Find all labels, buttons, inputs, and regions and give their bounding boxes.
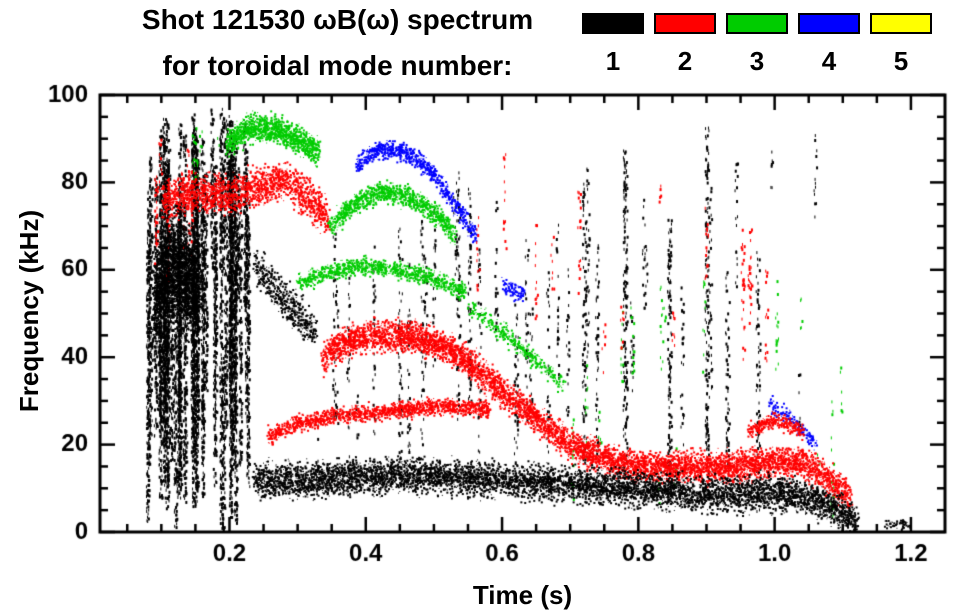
legend-label: 5	[893, 46, 909, 76]
legend-label: 4	[821, 46, 837, 76]
legend-label: 1	[605, 46, 621, 76]
chart-title: Shot 121530 ωB(ω) spectrum	[141, 4, 534, 35]
legend-swatch-5	[870, 13, 932, 34]
legend-swatch-2	[654, 13, 716, 34]
spectrogram-canvas	[0, 84, 963, 615]
chart-subtitle: for toroidal mode number:	[162, 50, 513, 81]
legend-item-4: 4	[798, 13, 860, 74]
legend-item-1: 1	[582, 13, 644, 74]
x-axis-label: Time (s)	[472, 580, 573, 610]
legend-item-3: 3	[726, 13, 788, 74]
y-axis-label: Frequency (kHz)	[14, 209, 44, 413]
legend-item-5: 5	[870, 13, 932, 74]
legend-swatch-4	[798, 13, 860, 34]
legend-label: 3	[749, 46, 765, 76]
legend-swatch-1	[582, 13, 644, 34]
legend-item-2: 2	[654, 13, 716, 74]
legend-swatch-3	[726, 13, 788, 34]
legend: 1 2 3 4 5	[582, 13, 932, 74]
legend-label: 2	[677, 46, 693, 76]
